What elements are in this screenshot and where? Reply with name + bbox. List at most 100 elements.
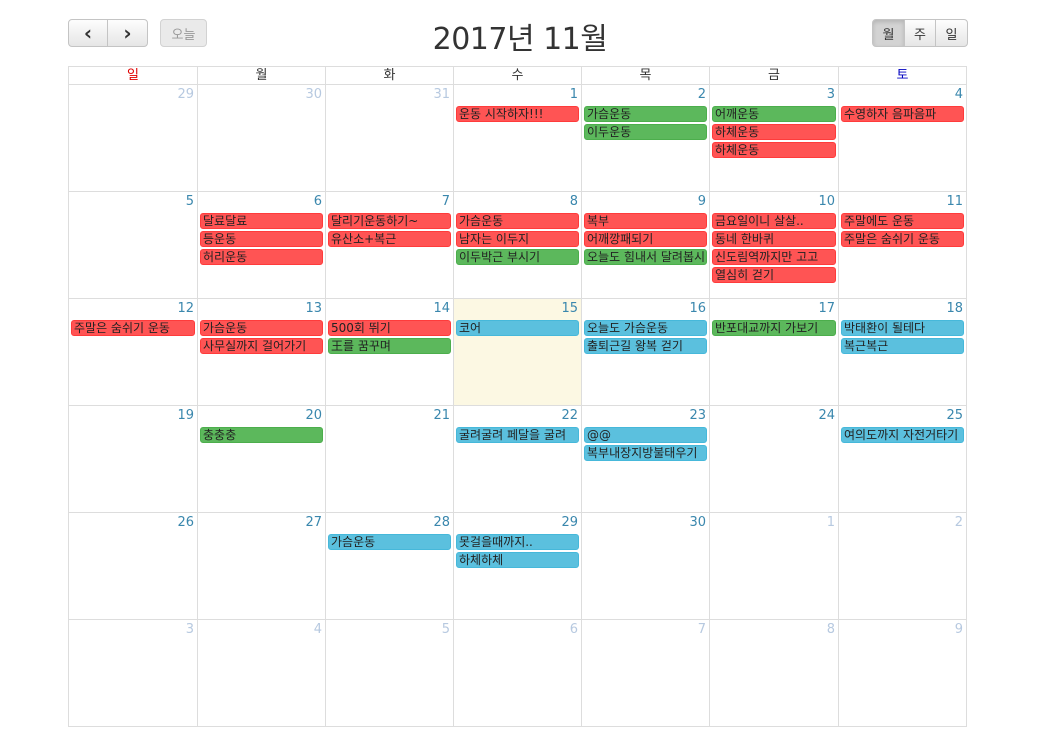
calendar-event[interactable]: 이두박근 부시기 <box>456 249 579 265</box>
calendar-event[interactable]: 동네 한바퀴 <box>712 231 836 247</box>
day-cell[interactable]: 23 @@ 복부내장지방불태우기 <box>581 406 709 513</box>
day-number[interactable]: 3 <box>826 87 835 102</box>
day-number[interactable]: 9 <box>697 194 706 209</box>
day-cell[interactable]: 7 <box>581 620 709 727</box>
prev-month-button[interactable]: ‹ <box>68 19 108 47</box>
calendar-event[interactable]: 운동 시작하자!!! <box>456 106 579 122</box>
day-number[interactable]: 26 <box>177 515 194 530</box>
day-number[interactable]: 8 <box>569 194 578 209</box>
calendar-event[interactable]: 금요일이니 살살.. <box>712 213 836 229</box>
day-cell-today[interactable]: 15 코어 <box>453 299 581 406</box>
day-cell[interactable]: 29 못걸을때까지.. 하체하체 <box>453 513 581 620</box>
day-number[interactable]: 23 <box>689 408 706 423</box>
calendar-event[interactable]: 주말은 숨쉬기 운동 <box>841 231 964 247</box>
day-cell[interactable]: 3 <box>68 620 197 727</box>
day-number[interactable]: 1 <box>826 515 835 530</box>
day-number[interactable]: 3 <box>185 622 194 637</box>
week-view-button[interactable]: 주 <box>904 19 936 47</box>
day-cell[interactable]: 12 주말은 숨쉬기 운동 <box>68 299 197 406</box>
day-cell[interactable]: 2 <box>838 513 967 620</box>
calendar-event[interactable]: 허리운동 <box>200 249 323 265</box>
day-cell[interactable]: 1 운동 시작하자!!! <box>453 85 581 192</box>
day-cell[interactable]: 26 <box>68 513 197 620</box>
calendar-event[interactable]: 어깨깡패되기 <box>584 231 707 247</box>
day-number[interactable]: 7 <box>441 194 450 209</box>
calendar-event[interactable]: 가슴운동 <box>584 106 707 122</box>
day-number[interactable]: 13 <box>305 301 322 316</box>
day-cell[interactable]: 30 <box>197 85 325 192</box>
day-cell[interactable]: 9 복부 어깨깡패되기 오늘도 힘내서 달려봅시다 <box>581 192 709 299</box>
calendar-event[interactable]: 가슴운동 <box>456 213 579 229</box>
calendar-event[interactable]: 이두운동 <box>584 124 707 140</box>
calendar-event[interactable]: 굴려굴려 페달을 굴려 <box>456 427 579 443</box>
day-number[interactable]: 11 <box>946 194 963 209</box>
day-number[interactable]: 12 <box>177 301 194 316</box>
day-cell[interactable]: 29 <box>68 85 197 192</box>
day-cell[interactable]: 30 <box>581 513 709 620</box>
calendar-event[interactable]: 가슴운동 <box>328 534 451 550</box>
calendar-event[interactable]: 하체운동 <box>712 124 836 140</box>
calendar-event[interactable]: 사무실까지 걸어가기 <box>200 338 323 354</box>
month-view-button[interactable]: 월 <box>872 19 905 47</box>
calendar-event[interactable]: 복부내장지방불태우기 <box>584 445 707 461</box>
calendar-event[interactable]: 못걸을때까지.. <box>456 534 579 550</box>
calendar-event[interactable]: 박태환이 될테다 <box>841 320 964 336</box>
day-number[interactable]: 19 <box>177 408 194 423</box>
day-number[interactable]: 24 <box>818 408 835 423</box>
day-cell[interactable]: 21 <box>325 406 453 513</box>
day-number[interactable]: 21 <box>433 408 450 423</box>
day-number[interactable]: 6 <box>313 194 322 209</box>
day-cell[interactable]: 4 <box>197 620 325 727</box>
day-number[interactable]: 5 <box>185 194 194 209</box>
calendar-event[interactable]: 주말은 숨쉬기 운동 <box>71 320 195 336</box>
day-cell[interactable]: 5 <box>325 620 453 727</box>
calendar-event[interactable]: 하체하체 <box>456 552 579 568</box>
day-cell[interactable]: 17 반포대교까지 가보기 <box>709 299 838 406</box>
day-cell[interactable]: 20 충충충 <box>197 406 325 513</box>
day-number[interactable]: 4 <box>954 87 963 102</box>
day-number[interactable]: 10 <box>818 194 835 209</box>
day-number[interactable]: 7 <box>697 622 706 637</box>
calendar-event[interactable]: 코어 <box>456 320 579 336</box>
day-number[interactable]: 9 <box>954 622 963 637</box>
day-cell[interactable]: 6 <box>453 620 581 727</box>
calendar-event[interactable]: 신도림역까지만 고고 <box>712 249 836 265</box>
day-cell[interactable]: 1 <box>709 513 838 620</box>
calendar-event[interactable]: 가슴운동 <box>200 320 323 336</box>
day-number[interactable]: 15 <box>561 301 578 316</box>
calendar-event[interactable]: 복근복근 <box>841 338 964 354</box>
next-month-button[interactable]: › <box>107 19 148 47</box>
calendar-event[interactable]: 출퇴근길 왕복 걷기 <box>584 338 707 354</box>
day-cell[interactable]: 31 <box>325 85 453 192</box>
calendar-event[interactable]: 주말에도 운동 <box>841 213 964 229</box>
day-number[interactable]: 20 <box>305 408 322 423</box>
day-number[interactable]: 16 <box>689 301 706 316</box>
day-number[interactable]: 22 <box>561 408 578 423</box>
day-number[interactable]: 29 <box>561 515 578 530</box>
day-number[interactable]: 14 <box>433 301 450 316</box>
day-number[interactable]: 4 <box>313 622 322 637</box>
day-number[interactable]: 30 <box>305 87 322 102</box>
day-cell[interactable]: 22 굴려굴려 페달을 굴려 <box>453 406 581 513</box>
day-cell[interactable]: 28 가슴운동 <box>325 513 453 620</box>
day-number[interactable]: 18 <box>946 301 963 316</box>
day-number[interactable]: 17 <box>818 301 835 316</box>
day-number[interactable]: 27 <box>305 515 322 530</box>
day-cell[interactable]: 19 <box>68 406 197 513</box>
day-number[interactable]: 2 <box>697 87 706 102</box>
day-number[interactable]: 2 <box>954 515 963 530</box>
day-number[interactable]: 25 <box>946 408 963 423</box>
calendar-event[interactable]: 수영하자 음파음파 <box>841 106 964 122</box>
day-number[interactable]: 6 <box>569 622 578 637</box>
day-cell[interactable]: 25 여의도까지 자전거타기 <box>838 406 967 513</box>
day-cell[interactable]: 8 가슴운동 남자는 이두지 이두박근 부시기 <box>453 192 581 299</box>
calendar-event[interactable]: 열심히 걷기 <box>712 267 836 283</box>
calendar-event[interactable]: 달료달료 <box>200 213 323 229</box>
calendar-event[interactable]: 복부 <box>584 213 707 229</box>
day-number[interactable]: 5 <box>441 622 450 637</box>
day-cell[interactable]: 3 어깨운동 하체운동 하체운동 <box>709 85 838 192</box>
